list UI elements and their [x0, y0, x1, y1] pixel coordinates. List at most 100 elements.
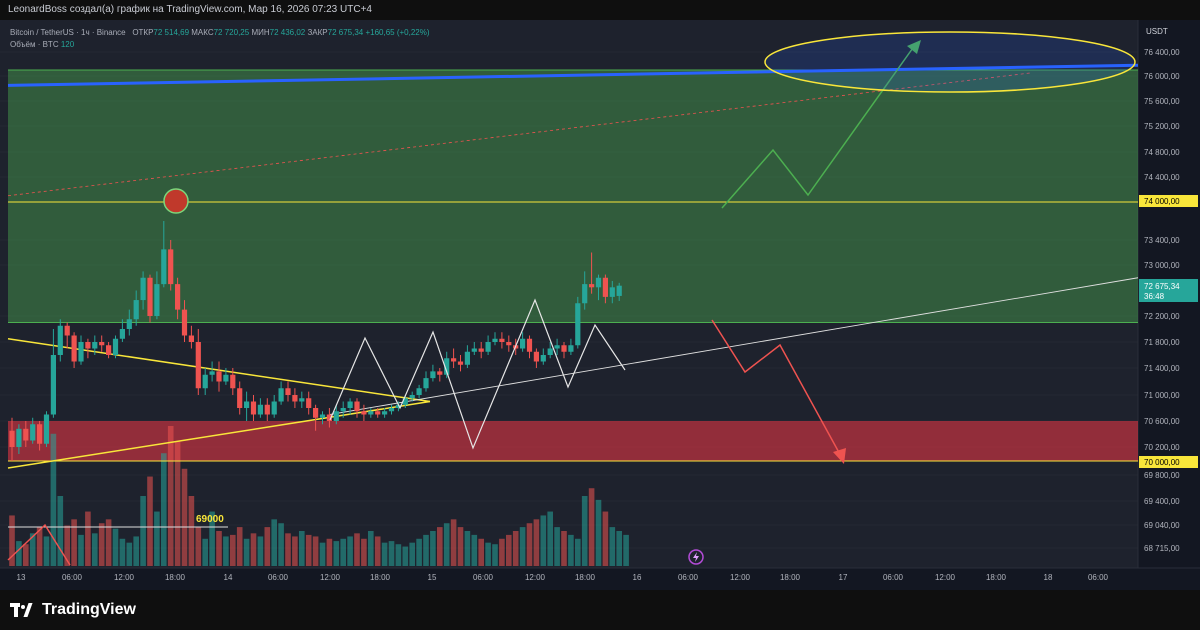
volume-bar [581, 496, 588, 566]
last-price-tag [1139, 279, 1198, 302]
chart-canvas[interactable]: 76 400,00 76 000,00 75 600,00 75 200,00 74 8… [0, 20, 1200, 590]
time-tick-label: 12:00 [525, 573, 546, 582]
candle-body [547, 348, 553, 355]
currency-badge[interactable] [1140, 24, 1196, 38]
volume-bar [264, 527, 271, 566]
price-tick-label: 73 400,00 [1144, 236, 1180, 245]
time-tick-label: 17 [839, 573, 848, 582]
candle-body [609, 287, 615, 297]
last-price-label: 72 675,34 [1144, 282, 1180, 291]
volume-bar [443, 523, 450, 566]
candle-body [554, 345, 560, 349]
candle-body [313, 408, 319, 418]
volume-bar [471, 534, 478, 566]
candle-body [216, 371, 222, 382]
volume-bar [64, 525, 70, 566]
volume-bar [112, 528, 119, 566]
volume-bar [575, 538, 581, 566]
volume-bar [209, 511, 215, 566]
top-bar: LeonardBoss создал(а) график на TradingV… [0, 0, 1200, 20]
volume-bar [423, 534, 429, 566]
price-tick-label: 71 800,00 [1144, 338, 1180, 347]
candle-body [16, 428, 22, 447]
symbol-label[interactable]: Bitcoin / TetherUS · 1ч · Binance [10, 28, 126, 37]
volume-bar [119, 538, 126, 566]
volume-bar [395, 544, 402, 566]
volume-bar [105, 519, 112, 566]
volume-bar [450, 519, 457, 566]
candle-body [333, 411, 339, 421]
candle-body [99, 342, 105, 346]
time-tick-label: 06:00 [268, 573, 289, 582]
candle-body [133, 300, 139, 320]
candle-body [602, 277, 608, 297]
candle-body [112, 338, 119, 355]
legend-ohlc-row: Bitcoin / TetherUS · 1ч · Binance ОТКР72… [10, 28, 430, 37]
candle-body [223, 374, 229, 382]
volume-bar [202, 538, 208, 566]
white-trendline [329, 277, 1139, 415]
volume-bar [216, 531, 222, 566]
level-70000-tag [1139, 456, 1198, 468]
time-tick-label: 06:00 [678, 573, 699, 582]
brand-name: TradingView [42, 601, 136, 618]
volume-label[interactable]: Объём · BTC [10, 40, 59, 49]
candle-body [533, 351, 539, 362]
candle-body [526, 338, 533, 352]
candle-body [285, 388, 291, 395]
volume-bar [257, 536, 264, 566]
candle-body [395, 404, 401, 408]
price-tick-label: 71 000,00 [1144, 391, 1180, 400]
candle-body [464, 351, 470, 365]
green-up-projection [721, 44, 916, 209]
candle-body [582, 284, 588, 304]
time-tick-label: 12:00 [114, 573, 135, 582]
time-axis[interactable] [0, 568, 1200, 590]
volume-bar [223, 536, 229, 566]
price-tick-label: 72 200,00 [1144, 312, 1180, 321]
volume-bar [271, 519, 277, 566]
price-tick-label: 75 600,00 [1144, 97, 1180, 106]
volume-bar [588, 488, 595, 566]
time-tick-label: 12:00 [320, 573, 341, 582]
volume-value: 120 [60, 40, 75, 49]
volume-bar [161, 453, 167, 566]
candle-body [230, 374, 236, 389]
volume-bar [16, 541, 22, 566]
candle-body [499, 338, 505, 342]
candle-body [416, 388, 422, 395]
volume-bar [533, 519, 540, 566]
volume-bar [29, 533, 36, 566]
candle-body [568, 345, 574, 352]
volume-bar [526, 523, 533, 566]
red-down-projection [711, 319, 843, 459]
volume-bar [43, 536, 50, 566]
candle-body [195, 342, 201, 389]
red-volume-peak-line [7, 523, 71, 566]
volume-bar [368, 531, 374, 566]
candle-body [23, 428, 29, 441]
volume-bar [292, 536, 298, 566]
volume-bar [416, 538, 422, 566]
candle-body [37, 424, 43, 444]
level-74000-label: 74 000,00 [1144, 197, 1180, 206]
time-tick-label: 06:00 [62, 573, 83, 582]
time-axis-labels: 13 06:00 12:00 18:00 14 06:00 12:00 18:00 15 06:0… [17, 573, 1109, 582]
white-zigzag-projection [329, 298, 626, 450]
level-74000-tag [1139, 195, 1198, 207]
time-tick-label: 18:00 [370, 573, 391, 582]
candle-body [126, 319, 132, 329]
time-tick-label: 13 [17, 573, 26, 582]
volume-bar [430, 531, 436, 566]
price-tick-label: 69 800,00 [1144, 471, 1180, 480]
volume-bar [595, 499, 602, 566]
green-zone [8, 70, 1138, 323]
tradingview-logo[interactable]: TradingView [10, 599, 136, 621]
change-value: +160,65 (+0,22%) [365, 28, 430, 37]
volume-bar [167, 426, 174, 566]
price-tick-label: 69 040,00 [1144, 521, 1180, 530]
time-tick-label: 18 [1044, 573, 1053, 582]
volume-bar [381, 542, 388, 566]
candle-body [388, 408, 395, 412]
high-value: 72 720,25 [213, 28, 250, 37]
